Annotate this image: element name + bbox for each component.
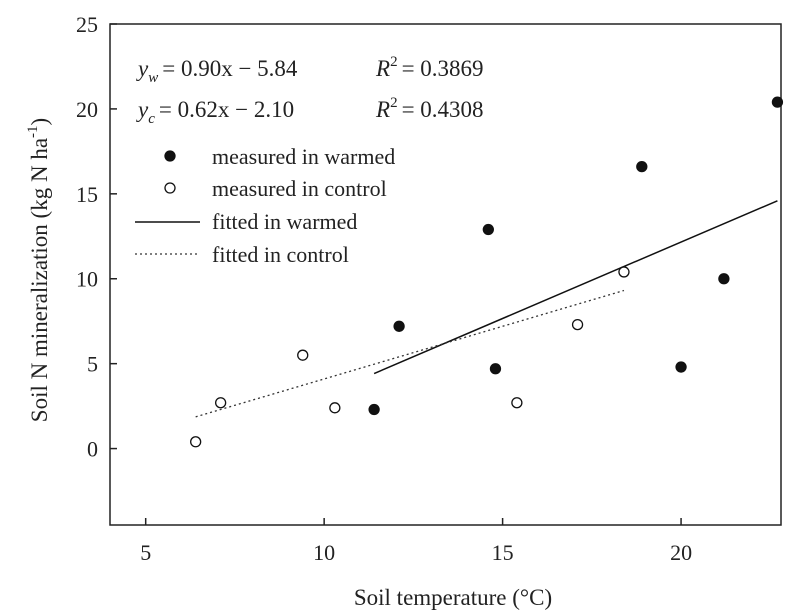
- x-tick-label: 20: [670, 540, 692, 565]
- point-warmed: [718, 273, 730, 285]
- legend-label-warmed: measured in warmed: [212, 144, 395, 169]
- y-tick-label: 25: [76, 12, 98, 37]
- x-tick-label: 10: [313, 540, 335, 565]
- point-warmed: [393, 320, 405, 332]
- y-axis-ticks: 0 5 10 15 20 25: [76, 12, 117, 462]
- x-tick-label: 5: [140, 540, 151, 565]
- r-squared-control: R2 = 0.4308: [375, 95, 484, 122]
- x-axis-title: Soil temperature (°C): [354, 585, 552, 610]
- legend: measured in warmed measured in control f…: [135, 144, 395, 267]
- fit-line-warmed: [373, 200, 778, 375]
- point-control: [618, 266, 630, 278]
- y-tick-label: 10: [76, 267, 98, 292]
- fit-line-control: [195, 289, 625, 418]
- r-squared-warmed: R2 = 0.3869: [375, 54, 484, 81]
- point-warmed: [636, 161, 648, 173]
- point-warmed: [489, 363, 502, 375]
- legend-label-fitted-warmed: fitted in warmed: [212, 209, 357, 234]
- y-tick-label: 20: [76, 97, 98, 122]
- legend-marker-warmed: [164, 150, 176, 162]
- data-points: [190, 96, 784, 448]
- point-control: [297, 349, 309, 361]
- y-tick-label: 0: [87, 437, 98, 462]
- point-warmed: [675, 361, 687, 373]
- y-tick-label: 5: [87, 352, 98, 377]
- x-tick-label: 15: [492, 540, 514, 565]
- y-tick-label: 15: [76, 182, 98, 207]
- x-axis-ticks: 5 10 15 20: [140, 518, 692, 565]
- point-warmed: [771, 96, 784, 108]
- point-warmed: [482, 223, 494, 236]
- legend-marker-control: [164, 182, 176, 194]
- point-control: [571, 318, 584, 331]
- equation-warmed: yw = 0.90x − 5.84: [136, 56, 298, 86]
- legend-label-control: measured in control: [212, 176, 387, 201]
- equations: yw = 0.90x − 5.84 R2 = 0.3869 yc = 0.62x − …: [136, 54, 484, 127]
- legend-label-fitted-control: fitted in control: [212, 242, 349, 267]
- point-control: [511, 397, 523, 409]
- equation-control: yc = 0.62x − 2.10: [136, 97, 294, 127]
- point-warmed: [368, 403, 380, 416]
- fit-lines: [195, 200, 778, 418]
- y-axis-title: Soil N mineralization (kg N ha-1): [25, 118, 52, 422]
- point-control: [190, 436, 202, 448]
- point-control: [214, 397, 227, 409]
- point-control: [329, 402, 341, 414]
- plot-frame: [109, 23, 782, 526]
